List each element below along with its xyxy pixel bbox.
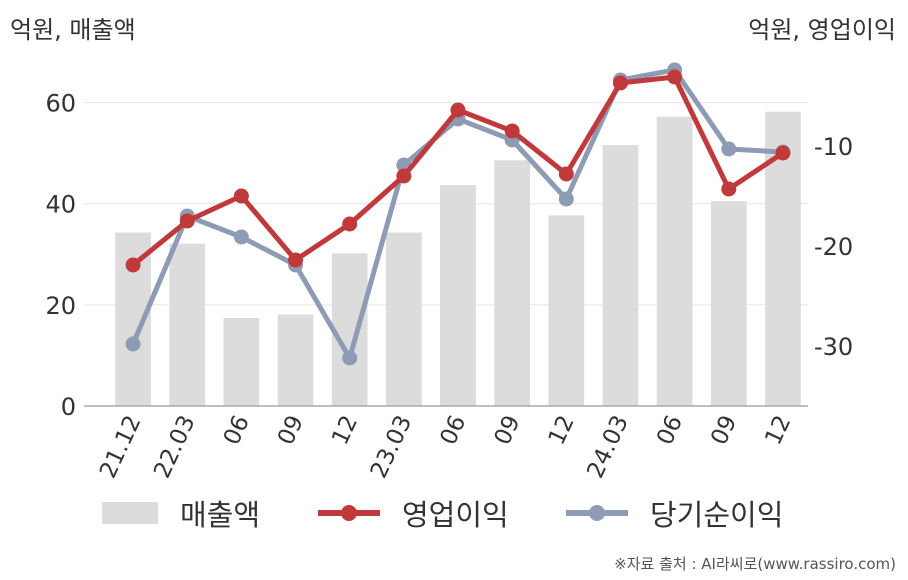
point-operating (558, 166, 574, 182)
point-operating (125, 257, 141, 273)
point-operating (775, 145, 791, 161)
left-tick-label: 20 (45, 292, 76, 320)
legend-swatch-net (566, 505, 628, 521)
profit-lines (125, 62, 791, 366)
bar-sales (169, 243, 206, 406)
point-operating (342, 216, 358, 232)
point-net (125, 336, 141, 352)
x-tick-label: 09 (490, 412, 526, 450)
point-operating (233, 188, 249, 204)
right-tick-label: -10 (814, 133, 853, 161)
legend-swatch-sales (102, 502, 158, 524)
bar-sales (656, 116, 693, 406)
legend-label-net: 당기순이익 (650, 498, 784, 532)
point-operating (667, 69, 683, 85)
bar-sales (440, 185, 476, 406)
x-tick-label: 24.03 (583, 412, 634, 480)
left-tick-label: 0 (61, 393, 76, 421)
bar-sales (494, 160, 531, 406)
x-tick-label: 06 (652, 412, 688, 450)
bar-sales (331, 253, 368, 406)
x-tick-label: 12 (327, 412, 363, 450)
point-net (233, 229, 249, 245)
x-tick-label: 23.03 (366, 412, 417, 480)
left-tick-label: 40 (45, 191, 76, 219)
point-net (721, 141, 737, 157)
bar-sales (710, 201, 747, 406)
right-tick-label: -30 (814, 333, 853, 361)
legend-label-operating: 영업이익 (402, 498, 509, 532)
point-net (558, 191, 574, 207)
x-tick-label: 06 (435, 412, 471, 450)
left-tick-label: 60 (45, 90, 76, 118)
bar-sales (602, 145, 639, 406)
point-operating (612, 75, 628, 91)
right-axis-unit: 억원, 영업이익 (748, 16, 896, 44)
point-operating (179, 213, 195, 229)
legend: 매출액 영업이익 당기순이익 (0, 488, 908, 538)
bar-sales (223, 318, 260, 406)
point-operating (396, 168, 412, 184)
x-tick-label: 12 (760, 412, 796, 450)
bar-sales (385, 232, 422, 406)
left-axis-unit: 억원, 매출액 (10, 16, 136, 44)
legend-label-sales: 매출액 (180, 498, 261, 532)
bar-sales (277, 314, 314, 406)
point-operating (450, 102, 466, 118)
x-tick-label: 09 (273, 412, 309, 450)
bar-sales (548, 215, 585, 406)
x-tick-label: 22.03 (149, 412, 200, 480)
legend-item-operating: 영업이익 (318, 488, 509, 538)
point-net (342, 350, 358, 366)
legend-item-net: 당기순이익 (566, 488, 783, 538)
point-operating (721, 181, 737, 197)
legend-swatch-operating (318, 505, 380, 521)
x-tick-label: 09 (706, 412, 742, 450)
sales-bars (115, 111, 801, 406)
legend-item-sales: 매출액 (102, 488, 260, 538)
right-tick-label: -20 (814, 233, 853, 261)
source-note: ※자료 출처 : AI라씨로(www.rassiro.com) (614, 555, 896, 573)
x-tick-label: 06 (219, 412, 255, 450)
x-tick-label: 21.12 (95, 412, 146, 480)
point-operating (288, 252, 304, 268)
x-tick-label: 12 (544, 412, 580, 450)
point-operating (504, 123, 520, 139)
